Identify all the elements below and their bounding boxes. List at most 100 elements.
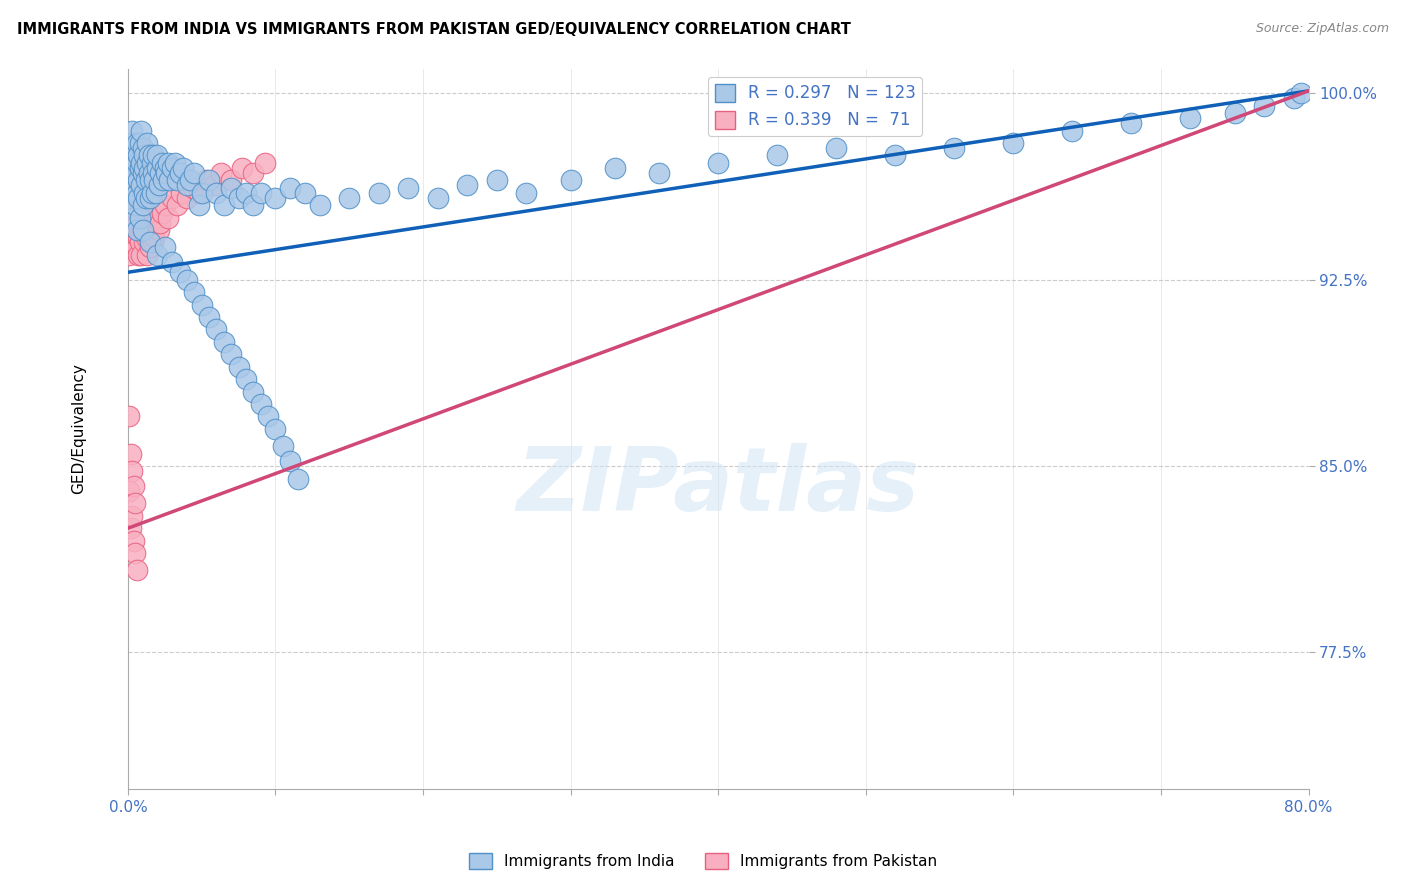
Point bbox=[278, 454, 301, 468]
Point bbox=[153, 198, 176, 212]
Point bbox=[143, 230, 166, 244]
Point bbox=[136, 223, 159, 237]
Point bbox=[943, 141, 966, 155]
Point bbox=[205, 186, 228, 200]
Point bbox=[128, 223, 150, 237]
Point bbox=[149, 166, 172, 180]
Point bbox=[131, 223, 153, 237]
Point bbox=[146, 148, 169, 162]
Point bbox=[128, 235, 150, 250]
Point bbox=[648, 166, 671, 180]
Point bbox=[212, 198, 235, 212]
Point bbox=[766, 148, 789, 162]
Point bbox=[515, 186, 537, 200]
Point bbox=[183, 166, 205, 180]
Point bbox=[124, 166, 146, 180]
Point bbox=[146, 211, 169, 225]
Point bbox=[219, 181, 242, 195]
Point bbox=[121, 216, 143, 230]
Legend: Immigrants from India, Immigrants from Pakistan: Immigrants from India, Immigrants from P… bbox=[463, 847, 943, 875]
Point bbox=[195, 173, 218, 187]
Point bbox=[148, 178, 170, 193]
Point bbox=[128, 161, 150, 175]
Point bbox=[145, 216, 167, 230]
Point bbox=[153, 240, 176, 254]
Point bbox=[138, 230, 160, 244]
Point bbox=[127, 230, 149, 244]
Point bbox=[122, 178, 145, 193]
Point bbox=[160, 161, 183, 175]
Text: IMMIGRANTS FROM INDIA VS IMMIGRANTS FROM PAKISTAN GED/EQUIVALENCY CORRELATION CH: IMMIGRANTS FROM INDIA VS IMMIGRANTS FROM… bbox=[17, 22, 851, 37]
Point bbox=[124, 198, 146, 212]
Point bbox=[139, 216, 162, 230]
Point bbox=[134, 235, 156, 250]
Point bbox=[183, 285, 205, 300]
Text: ZIPatlas: ZIPatlas bbox=[517, 443, 920, 530]
Y-axis label: GED/Equivalency: GED/Equivalency bbox=[72, 363, 86, 494]
Point bbox=[707, 156, 730, 170]
Point bbox=[141, 186, 163, 200]
Point bbox=[176, 273, 198, 287]
Point bbox=[121, 186, 143, 200]
Point bbox=[169, 166, 191, 180]
Point bbox=[131, 166, 153, 180]
Point bbox=[128, 211, 150, 225]
Point bbox=[139, 173, 162, 187]
Point bbox=[198, 310, 221, 324]
Point bbox=[155, 166, 177, 180]
Point bbox=[136, 156, 159, 170]
Point bbox=[131, 198, 153, 212]
Point bbox=[120, 198, 142, 212]
Point bbox=[166, 173, 188, 187]
Point bbox=[152, 173, 174, 187]
Point bbox=[181, 181, 204, 195]
Point bbox=[1223, 106, 1246, 120]
Point bbox=[124, 496, 146, 510]
Point bbox=[127, 191, 149, 205]
Point bbox=[120, 447, 142, 461]
Point bbox=[367, 186, 389, 200]
Point bbox=[124, 546, 146, 560]
Point bbox=[124, 235, 146, 250]
Point bbox=[141, 156, 163, 170]
Point bbox=[254, 156, 277, 170]
Point bbox=[156, 156, 179, 170]
Point bbox=[1002, 136, 1025, 150]
Point bbox=[135, 230, 157, 244]
Point bbox=[176, 178, 198, 193]
Point bbox=[136, 136, 159, 150]
Point bbox=[145, 186, 167, 200]
Point bbox=[122, 533, 145, 548]
Point bbox=[142, 148, 165, 162]
Point bbox=[228, 191, 250, 205]
Point bbox=[426, 191, 449, 205]
Point bbox=[122, 479, 145, 493]
Point bbox=[146, 161, 169, 175]
Point bbox=[118, 483, 141, 498]
Point bbox=[124, 173, 146, 187]
Point bbox=[129, 248, 152, 262]
Point bbox=[242, 384, 264, 399]
Point bbox=[138, 148, 160, 162]
Point bbox=[170, 186, 193, 200]
Point bbox=[118, 148, 141, 162]
Point bbox=[122, 230, 145, 244]
Point bbox=[1253, 99, 1275, 113]
Point bbox=[249, 186, 271, 200]
Point bbox=[134, 216, 156, 230]
Point bbox=[1282, 91, 1305, 105]
Point bbox=[118, 409, 141, 424]
Point bbox=[235, 186, 257, 200]
Point bbox=[219, 173, 242, 187]
Point bbox=[1062, 123, 1084, 137]
Point bbox=[134, 186, 156, 200]
Point bbox=[134, 148, 156, 162]
Point bbox=[202, 178, 225, 193]
Point bbox=[166, 198, 188, 212]
Point bbox=[205, 322, 228, 336]
Point bbox=[156, 211, 179, 225]
Point bbox=[294, 186, 316, 200]
Point bbox=[135, 205, 157, 219]
Point bbox=[212, 334, 235, 349]
Point bbox=[187, 198, 209, 212]
